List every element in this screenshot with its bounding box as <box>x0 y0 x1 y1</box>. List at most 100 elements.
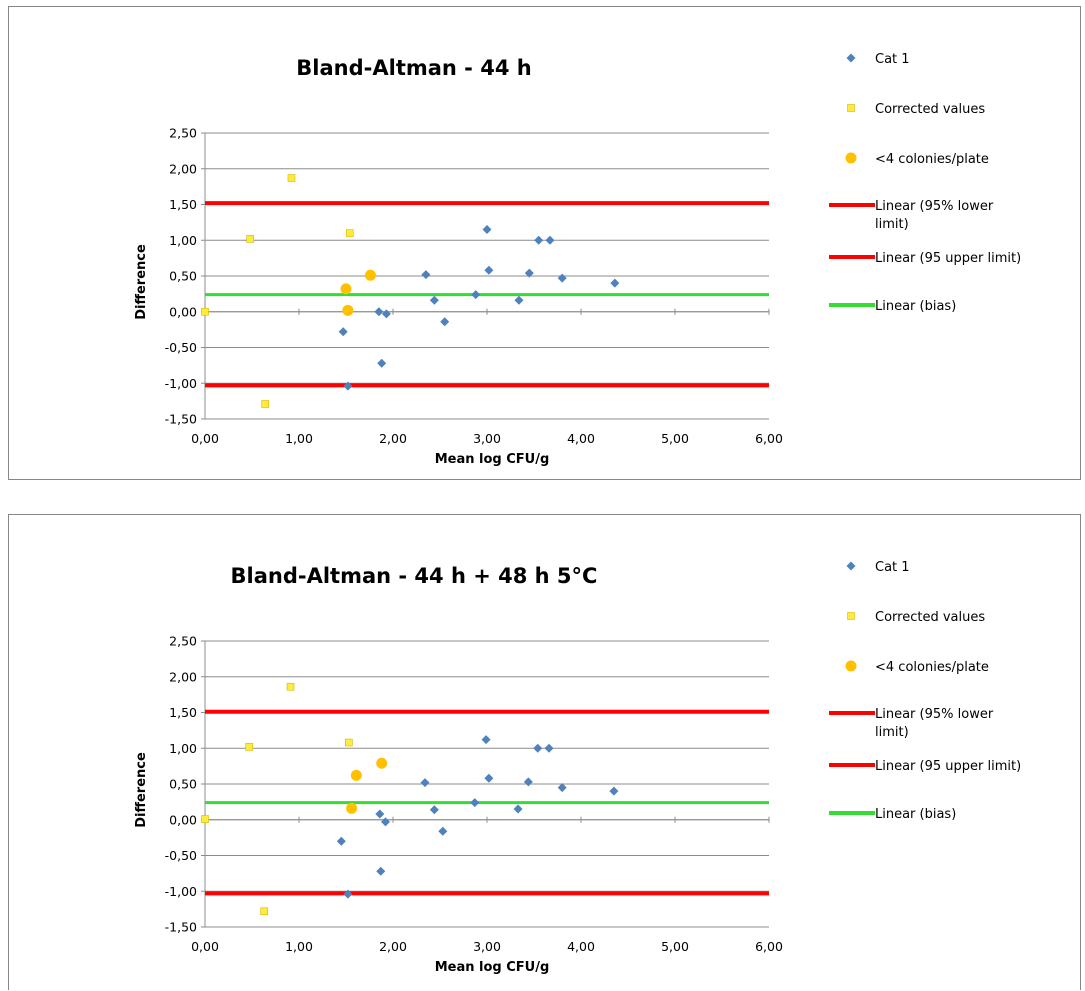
data-point <box>336 836 346 846</box>
data-point <box>440 317 450 327</box>
legend-label: <4 colonies/plate <box>875 660 989 675</box>
data-point <box>286 682 295 691</box>
legend-label: Corrected values <box>875 610 985 625</box>
x-tick-label: 5,00 <box>661 431 689 446</box>
data-point <box>484 773 494 783</box>
data-point <box>346 802 358 814</box>
x-tick-label: 0,00 <box>191 939 219 954</box>
x-tick-label: 0,00 <box>191 431 219 446</box>
y-axis-label: Difference <box>134 752 149 828</box>
legend: Cat 1 Corrected values <4 colonies/plate Li… <box>829 560 1021 822</box>
data-point <box>481 735 491 745</box>
series-diamond <box>336 735 619 899</box>
series-circle <box>340 269 376 316</box>
x-tick-label: 3,00 <box>473 939 501 954</box>
legend-label: Cat 1 <box>875 560 910 575</box>
data-point <box>377 358 387 368</box>
y-tick-label: -1,00 <box>165 884 197 899</box>
data-point <box>338 327 348 337</box>
data-point <box>544 743 554 753</box>
x-tick-label: 5,00 <box>661 939 689 954</box>
data-point <box>342 304 354 316</box>
data-point <box>514 295 524 305</box>
series-circle <box>346 757 388 814</box>
y-tick-label: 0,50 <box>169 269 197 284</box>
data-point <box>380 817 390 827</box>
y-tick-label: -1,00 <box>165 376 197 391</box>
y-tick-label: 1,50 <box>169 197 197 212</box>
data-point <box>381 309 391 319</box>
x-axis-label: Mean log CFU/g <box>435 960 550 975</box>
legend: Cat 1 Corrected values <4 colonies/plate Li… <box>829 52 1021 314</box>
chart-panel-44h-48h-5c: Bland-Altman - 44 h + 48 h 5°C 2,50 2,00 1,… <box>8 514 1081 990</box>
data-point <box>420 778 430 788</box>
legend-label: Linear (95 upper limit) <box>875 759 1021 774</box>
y-tick-label: 1,00 <box>169 741 197 756</box>
data-point <box>376 866 386 876</box>
x-tick-label: 6,00 <box>755 939 783 954</box>
data-point <box>375 809 385 819</box>
data-point <box>345 229 354 237</box>
reference-lines <box>205 709 769 896</box>
data-point <box>421 270 431 280</box>
y-tick-label: -1,50 <box>165 920 197 935</box>
legend-marker <box>846 561 856 571</box>
y-tick-label: 0,50 <box>169 777 197 792</box>
y-tick-label: 2,50 <box>169 634 197 649</box>
y-axis-label: Difference <box>134 244 149 320</box>
x-tick-label: 6,00 <box>755 431 783 446</box>
legend-label: limit) <box>875 725 909 740</box>
data-point <box>343 889 353 899</box>
data-point <box>438 826 448 836</box>
x-tick-label: 4,00 <box>567 939 595 954</box>
data-point <box>533 743 543 753</box>
data-point <box>374 307 384 317</box>
data-point <box>545 235 555 245</box>
legend-label: limit) <box>875 217 909 232</box>
x-tick-label: 3,00 <box>473 431 501 446</box>
bland-altman-chart-44h: Bland-Altman - 44 h 2,50 2,00 1,50 1,00 0,50 0… <box>134 52 1021 467</box>
data-point <box>376 757 388 769</box>
legend-label: Linear (bias) <box>875 807 956 822</box>
data-point <box>345 738 353 747</box>
data-point <box>287 174 296 182</box>
data-point <box>245 743 253 751</box>
data-point <box>610 278 620 288</box>
data-point <box>350 769 362 781</box>
legend-label: Linear (95 upper limit) <box>875 251 1021 266</box>
tick-labels: 2,50 2,00 1,50 1,00 0,50 0,00 -0,50 -1,00 -1,50 0… <box>165 126 783 447</box>
x-tick-label: 1,00 <box>285 939 313 954</box>
data-point <box>482 225 492 235</box>
x-tick-label: 2,00 <box>379 939 407 954</box>
bland-altman-chart-44h-48h-5c: Bland-Altman - 44 h + 48 h 5°C 2,50 2,00 1,… <box>134 560 1021 975</box>
data-point <box>364 269 376 281</box>
x-tick-label: 4,00 <box>567 431 595 446</box>
legend-marker <box>847 612 855 620</box>
y-tick-label: 2,00 <box>169 669 197 684</box>
data-point <box>429 805 439 815</box>
data-point <box>429 295 439 305</box>
x-tick-label: 2,00 <box>379 431 407 446</box>
legend-label: Corrected values <box>875 102 985 117</box>
y-tick-label: 2,50 <box>169 126 197 141</box>
y-tick-label: 0,00 <box>169 812 197 827</box>
legend-label: Cat 1 <box>875 52 910 67</box>
y-tick-label: 2,00 <box>169 161 197 176</box>
legend-label: Linear (bias) <box>875 299 956 314</box>
data-point <box>471 290 481 300</box>
data-point <box>340 283 352 295</box>
series-diamond <box>338 225 620 391</box>
x-tick-label: 1,00 <box>285 431 313 446</box>
y-tick-label: -1,50 <box>165 412 197 427</box>
y-tick-label: -0,50 <box>165 848 197 863</box>
data-point <box>201 815 209 823</box>
series-square <box>201 174 354 408</box>
series-square <box>201 682 353 916</box>
legend-label: <4 colonies/plate <box>875 152 989 167</box>
legend-label: Linear (95% lower <box>875 707 994 722</box>
data-point <box>260 907 269 916</box>
reference-lines <box>205 201 769 388</box>
y-tick-label: 0,00 <box>169 304 197 319</box>
chart-title: Bland-Altman - 44 h + 48 h 5°C <box>231 564 598 588</box>
x-axis-label: Mean log CFU/g <box>435 452 550 467</box>
